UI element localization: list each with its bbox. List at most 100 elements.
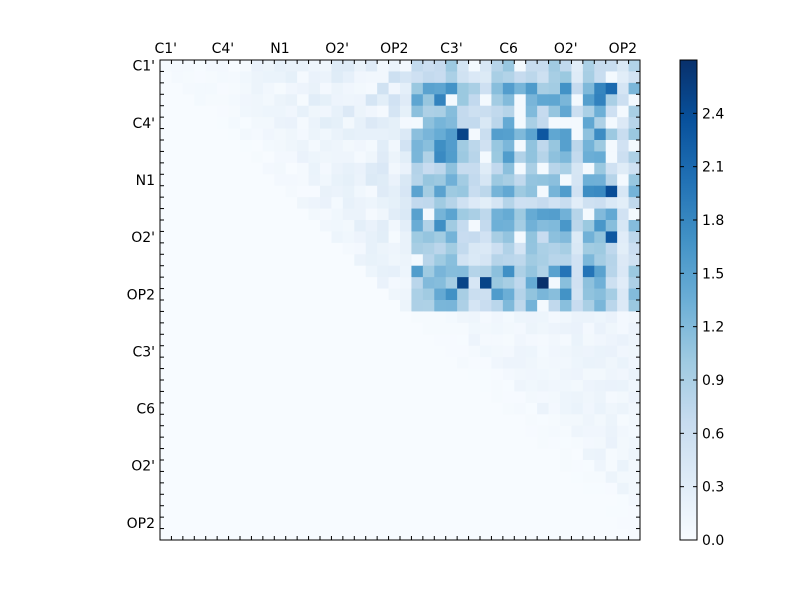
heatmap-cell — [560, 277, 572, 289]
heatmap-cell — [582, 300, 595, 312]
heatmap-cell — [320, 151, 332, 164]
heatmap-cell — [617, 414, 629, 427]
heatmap-cell — [377, 185, 389, 198]
heatmap-cell — [354, 345, 367, 358]
heatmap-cell — [171, 460, 184, 472]
heatmap-cell — [594, 162, 607, 175]
heatmap-cell — [354, 322, 367, 335]
heatmap-cell — [582, 162, 595, 175]
heatmap-cell — [617, 105, 629, 118]
heatmap-cell — [445, 448, 458, 461]
heatmap-cell — [434, 402, 447, 415]
heatmap-cell — [377, 448, 389, 461]
heatmap-cell — [445, 174, 458, 187]
heatmap-cell — [411, 71, 424, 84]
heatmap-cell — [228, 368, 241, 381]
heatmap-cell — [297, 311, 309, 324]
heatmap-cell — [171, 311, 184, 324]
heatmap-cell — [160, 425, 172, 438]
heatmap-cell — [594, 414, 607, 427]
heatmap-cell — [502, 162, 515, 175]
heatmap-cell — [342, 334, 355, 347]
heatmap-cell — [411, 105, 424, 118]
heatmap-cell — [422, 242, 435, 255]
heatmap-cell — [594, 208, 607, 221]
heatmap-cell — [525, 482, 538, 495]
heatmap-cell — [445, 402, 458, 415]
y-tick-label: C1' — [132, 59, 155, 75]
heatmap-cell — [320, 117, 332, 129]
heatmap-cell — [480, 288, 492, 301]
heatmap-cell — [411, 288, 424, 301]
heatmap-cell — [480, 300, 492, 312]
heatmap-cell — [320, 380, 332, 392]
heatmap-cell — [160, 345, 172, 358]
heatmap-cell — [514, 128, 527, 141]
heatmap-cell — [605, 162, 618, 175]
heatmap-cell — [240, 334, 252, 347]
heatmap-cell — [297, 265, 309, 278]
heatmap-cell — [502, 242, 515, 255]
heatmap-cell — [537, 277, 549, 289]
heatmap-cell — [605, 334, 618, 347]
heatmap-cell — [594, 402, 607, 415]
heatmap-cell — [560, 220, 572, 232]
heatmap-cell — [160, 105, 172, 118]
heatmap-cell — [342, 300, 355, 312]
heatmap-cell — [502, 345, 515, 358]
heatmap-cell — [400, 402, 412, 415]
heatmap-cell — [160, 368, 172, 381]
heatmap-cell — [205, 482, 218, 495]
heatmap-cell — [285, 425, 298, 438]
heatmap-cell — [205, 437, 218, 449]
heatmap-cell — [514, 231, 527, 244]
heatmap-cell — [297, 357, 309, 369]
heatmap-cell — [331, 471, 344, 484]
heatmap-cell — [308, 334, 321, 347]
heatmap-cell — [320, 437, 332, 449]
y-tick-label: OP2 — [127, 287, 155, 303]
heatmap-cell — [594, 517, 607, 529]
heatmap-cell — [457, 345, 469, 358]
heatmap-cell — [480, 82, 492, 95]
heatmap-cell — [457, 242, 469, 255]
heatmap-cell — [182, 471, 195, 484]
heatmap-cell — [217, 94, 229, 107]
heatmap-cell — [491, 322, 504, 335]
heatmap-cell — [320, 505, 332, 518]
heatmap-cell — [182, 460, 195, 472]
heatmap-cell — [594, 82, 607, 95]
heatmap-cell — [445, 311, 458, 324]
heatmap-cell — [182, 82, 195, 95]
heatmap-cell — [194, 414, 207, 427]
heatmap-cell — [160, 277, 172, 289]
heatmap-cell — [365, 220, 378, 232]
heatmap-cell — [171, 448, 184, 461]
heatmap-cell — [422, 437, 435, 449]
heatmap-cell — [160, 151, 172, 164]
heatmap-cell — [560, 162, 572, 175]
heatmap-cell — [251, 60, 264, 72]
heatmap-cell — [400, 242, 412, 255]
heatmap-cell — [365, 494, 378, 507]
heatmap-cell — [388, 437, 401, 449]
heatmap-cell — [525, 254, 538, 267]
heatmap-cell — [205, 60, 218, 72]
heatmap-cell — [262, 197, 275, 209]
heatmap-cell — [331, 277, 344, 289]
colorbar-tick-label: 1.5 — [702, 266, 724, 282]
heatmap-cell — [400, 117, 412, 129]
heatmap-cell — [628, 265, 641, 278]
heatmap-cell — [308, 277, 321, 289]
heatmap-cell — [605, 197, 618, 209]
heatmap-cell — [457, 460, 469, 472]
heatmap-cell — [262, 242, 275, 255]
heatmap-cell — [262, 254, 275, 267]
heatmap-cell — [400, 311, 412, 324]
heatmap-cell — [582, 391, 595, 404]
heatmap-cell — [445, 277, 458, 289]
heatmap-cell — [240, 82, 252, 95]
colorbar — [679, 59, 698, 541]
heatmap-cell — [537, 82, 549, 95]
heatmap-cell — [331, 345, 344, 358]
